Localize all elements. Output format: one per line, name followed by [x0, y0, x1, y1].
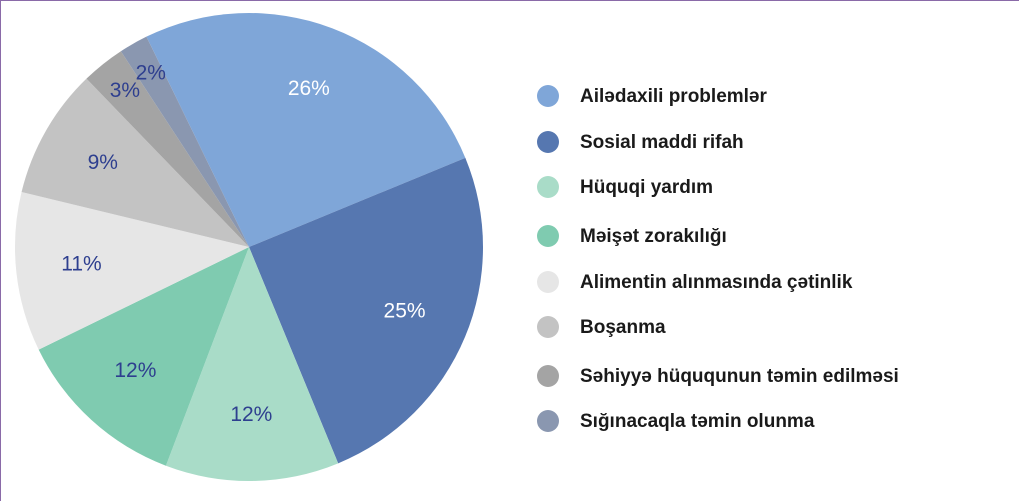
legend-label: Sığınacaqla təmin olunma: [580, 411, 815, 432]
legend-marker: [537, 271, 559, 293]
legend-marker: [537, 316, 559, 338]
value-label: 9%: [88, 151, 118, 174]
legend-marker: [537, 225, 559, 247]
legend-label: Boşanma: [580, 317, 666, 338]
value-label: 25%: [384, 299, 426, 322]
pie-slice: [146, 13, 466, 248]
value-label: 26%: [288, 77, 330, 100]
pie-slice: [38, 247, 250, 466]
pie-slice: [21, 78, 249, 247]
value-label: 11%: [61, 253, 101, 276]
legend-label: Alimentin alınmasında çətinlik: [580, 272, 853, 293]
value-label: 12%: [230, 403, 272, 426]
legend-label: Səhiyyə hüququnun təmin edilməsi: [580, 366, 899, 387]
value-label: 2%: [136, 62, 166, 85]
pie-slice: [15, 191, 250, 350]
value-label: 12%: [114, 359, 156, 382]
legend-label: Hüquqi yardım: [580, 177, 713, 198]
legend-label: Sosial maddi rifah: [580, 132, 744, 153]
pie-slice: [249, 157, 483, 464]
legend-marker: [537, 85, 559, 107]
value-label: 3%: [110, 79, 140, 102]
legend-marker: [537, 365, 559, 387]
legend-marker: [537, 176, 559, 198]
legend-marker: [537, 131, 559, 153]
legend-label: Ailədaxili problemlər: [580, 86, 767, 107]
pie-slice: [165, 247, 339, 481]
legend-marker: [537, 410, 559, 432]
pie-slice: [120, 36, 249, 248]
pie-slice: [86, 51, 249, 248]
legend-label: Məişət zorakılığı: [580, 226, 727, 247]
